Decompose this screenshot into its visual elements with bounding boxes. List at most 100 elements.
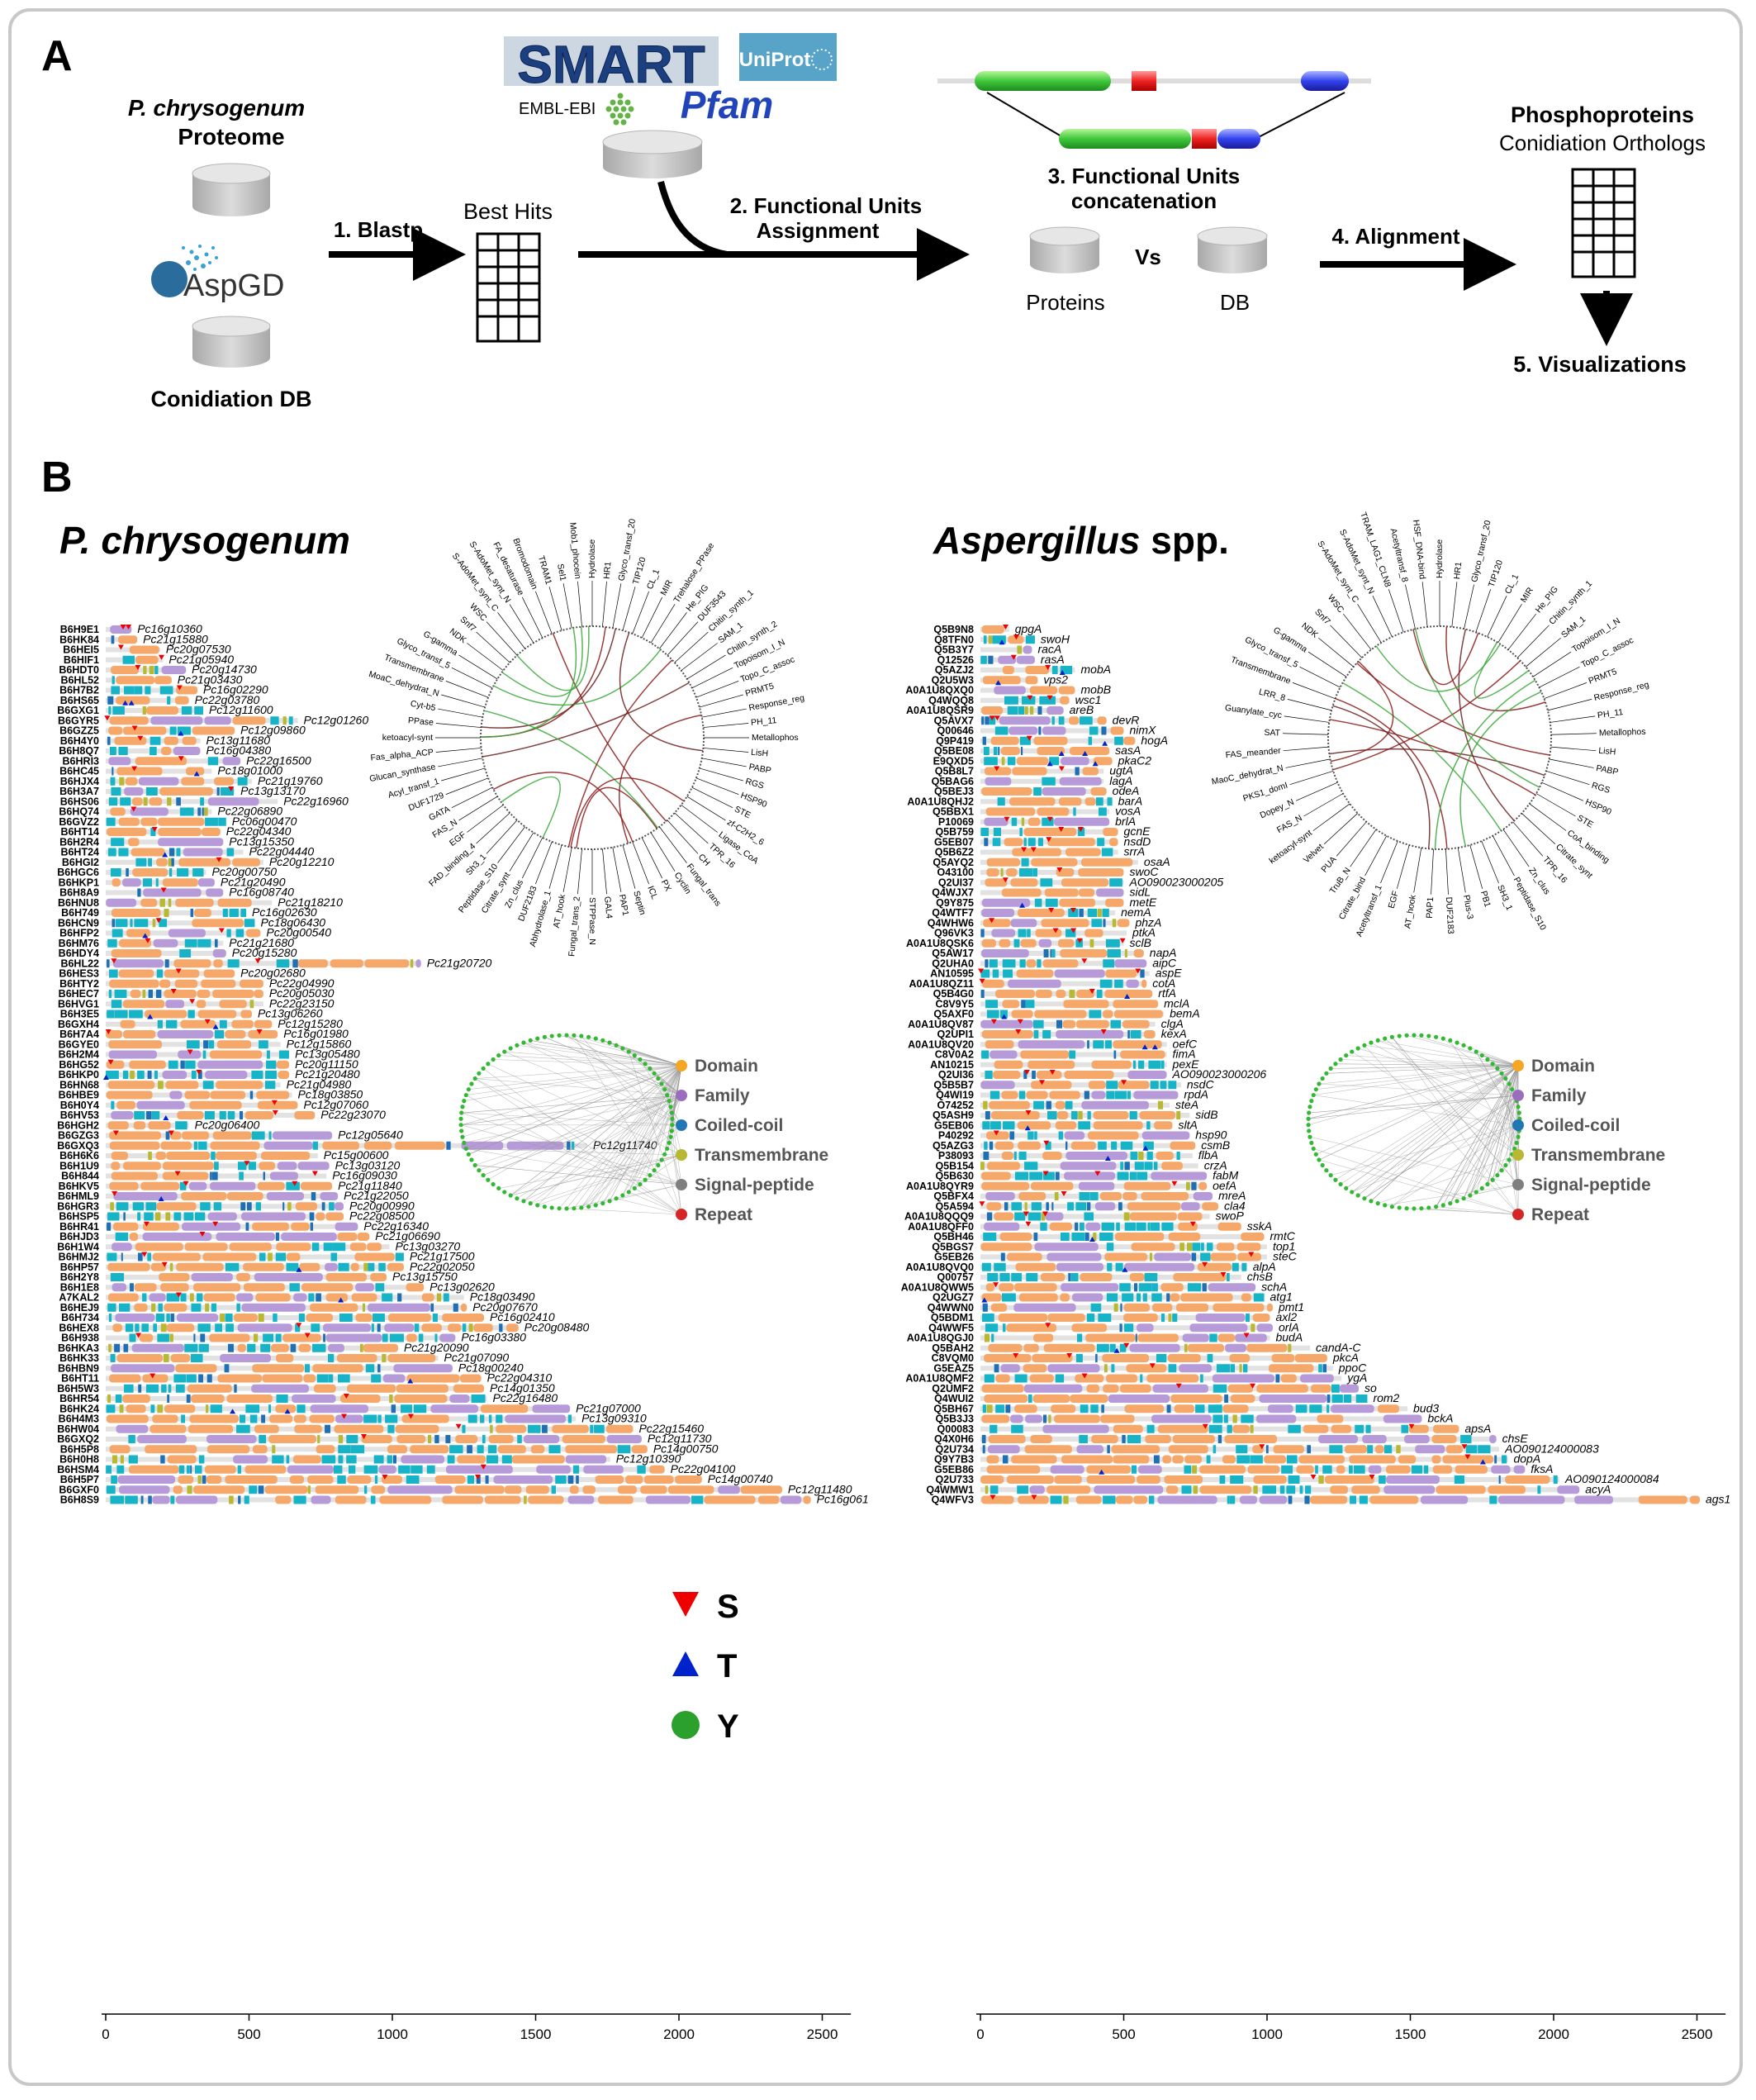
protein-node (1426, 1033, 1431, 1038)
legend-edge (1335, 1065, 1519, 1181)
feature-block (292, 1394, 336, 1403)
feature-block (1331, 1394, 1343, 1403)
phospho-s-mark (155, 918, 162, 924)
feature-block (112, 878, 121, 887)
gene-name-label: devR (1113, 713, 1140, 726)
feature-block (1054, 1192, 1059, 1200)
circos-label: Metallophos (1599, 727, 1646, 739)
feature-block (106, 1465, 112, 1474)
feature-block (275, 1333, 282, 1342)
feature-block (1252, 1314, 1270, 1322)
feature-block (434, 1475, 466, 1484)
gene-name-label: rtfA (1158, 986, 1176, 1000)
feature-block (225, 1262, 240, 1271)
feature-block (1491, 1465, 1511, 1474)
protein-node (1307, 1110, 1312, 1115)
protein-id-label: Q2UI37 (938, 877, 974, 888)
feature-block (177, 868, 189, 877)
feature-block (113, 1192, 178, 1200)
feature-block (232, 716, 266, 725)
protein-node (656, 1076, 661, 1081)
axis-tick-label: 2500 (807, 2026, 838, 2042)
circos-label: ICL (645, 885, 659, 901)
feature-block (505, 1414, 567, 1423)
protein-node (542, 1034, 547, 1039)
feature-block (123, 1343, 129, 1352)
protein-node (1440, 1203, 1445, 1208)
feature-block (1174, 1404, 1194, 1413)
protein-id-label: B6H1E8 (60, 1281, 99, 1293)
phospho-s-mark (1189, 1221, 1196, 1227)
right-track-row: Q5AXF0 bemA (933, 1007, 1199, 1020)
protein-id-label: B6GZZ5 (59, 725, 99, 737)
feature-block (197, 878, 215, 887)
right-track-row: A0A1U8QHJ2 barA (907, 794, 1142, 807)
feature-block (111, 635, 115, 644)
protein-id-label: Q5BAG6 (932, 776, 974, 787)
gene-name-label: steC (1273, 1250, 1298, 1263)
feature-block (1099, 1192, 1122, 1200)
circos-link (493, 772, 634, 843)
feature-block (328, 1343, 344, 1352)
protein-id-label: B6HG52 (59, 1059, 99, 1071)
feature-block (330, 1252, 338, 1261)
feature-block (1199, 1465, 1246, 1474)
feature-block (1268, 1364, 1314, 1373)
protein-node (1468, 1193, 1473, 1198)
feature-block (1031, 1081, 1072, 1090)
feature-block (109, 969, 118, 978)
feature-block (1146, 1152, 1153, 1160)
protein-node (1338, 1181, 1343, 1187)
feature-block (197, 1475, 202, 1484)
gene-name-label: clgA (1161, 1017, 1184, 1030)
feature-block (1068, 1273, 1071, 1281)
feature-block (202, 1475, 206, 1484)
phospho-s-mark (1202, 1261, 1208, 1267)
feature-block (394, 1394, 448, 1403)
legend-marker (676, 1060, 687, 1071)
legend-edge (1508, 1083, 1519, 1185)
feature-block (200, 797, 205, 806)
feature-block (183, 848, 223, 857)
feature-block (1404, 1435, 1430, 1443)
feature-block (1034, 1131, 1037, 1140)
gene-name-label: Pc18g03850 (298, 1088, 363, 1101)
feature-block (1013, 1152, 1017, 1160)
feature-block (1018, 1192, 1046, 1200)
legend-edge (670, 1137, 682, 1215)
legend-edge (516, 1095, 682, 1199)
circos-label: HSF_DNA-bind (1411, 520, 1427, 580)
right-track-row: A0A1U8QZ11 cotA (909, 976, 1175, 990)
feature-block (981, 938, 996, 948)
feature-block (1168, 1314, 1172, 1322)
feature-block (178, 1465, 185, 1474)
feature-block (1053, 817, 1110, 826)
left-track-row: B6H938 Pc16g03380 (61, 1331, 526, 1344)
protein-node (1495, 1173, 1500, 1178)
feature-block (108, 1314, 112, 1322)
feature-block (1002, 959, 1016, 968)
feature-block (184, 938, 197, 948)
feature-block (999, 938, 1011, 948)
phospho-s-mark (145, 938, 151, 943)
feature-block (528, 1495, 564, 1504)
feature-block (1143, 1141, 1154, 1150)
circos-spoke (521, 837, 543, 879)
feature-block (1037, 747, 1065, 755)
gene-name-label: atg1 (1270, 1290, 1293, 1304)
feature-block (1146, 1121, 1151, 1130)
feature-block (1123, 736, 1136, 745)
feature-block (303, 1374, 316, 1383)
feature-block (1117, 1171, 1129, 1181)
feature-block (112, 919, 116, 928)
feature-block (1151, 1171, 1208, 1181)
feature-block (1070, 1394, 1108, 1403)
circos-label: TIP120 (1487, 558, 1505, 588)
feature-block (1230, 1475, 1244, 1484)
feature-block (299, 1262, 320, 1271)
protein-node (632, 1052, 637, 1058)
feature-block (297, 959, 328, 968)
feature-block (1096, 990, 1103, 998)
feature-block (212, 1131, 252, 1140)
feature-block (1098, 1141, 1107, 1150)
